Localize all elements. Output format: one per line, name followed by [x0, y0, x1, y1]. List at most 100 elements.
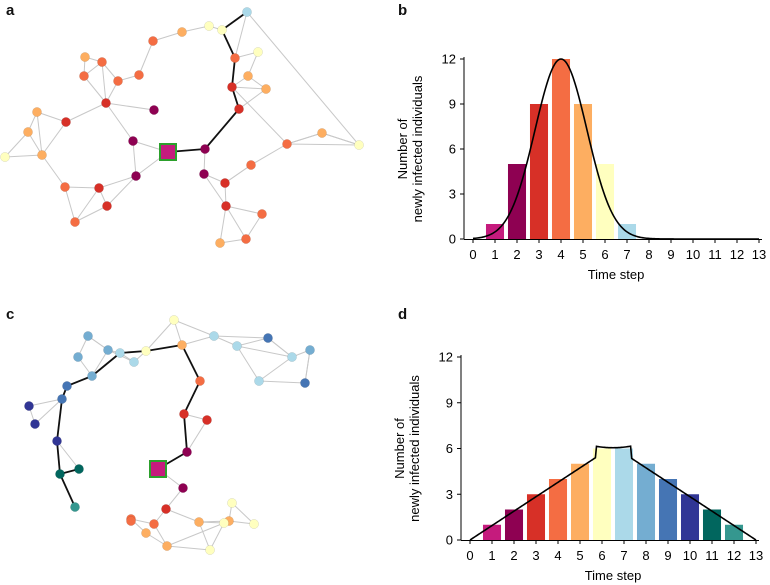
network-node [102, 201, 112, 211]
network-node [204, 21, 214, 31]
seed-node [159, 143, 177, 161]
y-tick-label: 9 [449, 97, 456, 112]
x-tick-label: 12 [730, 247, 744, 262]
network-node [23, 127, 33, 137]
bar-t1 [482, 524, 502, 540]
path-edge [221, 11, 248, 31]
path-edge [145, 344, 183, 352]
network-node [232, 341, 242, 351]
network-node [131, 171, 141, 181]
network-node [161, 504, 171, 514]
network-node [55, 469, 65, 479]
nodes [0, 7, 364, 248]
network-node [282, 139, 292, 149]
network-node [162, 541, 172, 551]
network-node [80, 52, 90, 62]
network-edge [132, 140, 137, 177]
network-edge [238, 88, 267, 110]
network-node [219, 518, 229, 528]
network-edge [74, 205, 108, 223]
x-tick-label: 9 [664, 548, 671, 563]
y-tick-label: 0 [446, 533, 453, 548]
network-edge [64, 186, 76, 223]
x-tick-label: 5 [576, 548, 583, 563]
network-edge [4, 154, 43, 158]
network-edge [41, 121, 67, 156]
x-tick-label: 8 [642, 548, 649, 563]
network-node [205, 545, 215, 555]
network-node [149, 519, 159, 529]
network-node [199, 169, 209, 179]
x-tick-label: 11 [705, 548, 719, 563]
bar-t5 [570, 463, 590, 540]
network-node [242, 7, 252, 17]
seed-node [149, 460, 167, 478]
x-axis-label: Time step [588, 267, 645, 282]
x-tick-label: 12 [727, 548, 741, 563]
y-tick-label: 6 [449, 142, 456, 157]
x-tick-label: 4 [557, 247, 564, 262]
path-edge [181, 344, 201, 382]
x-tick-label: 3 [532, 548, 539, 563]
network-node [97, 57, 107, 67]
network-edge [101, 61, 107, 104]
network-node [227, 82, 237, 92]
network-node [115, 348, 125, 358]
network-node [101, 98, 111, 108]
network-node [243, 71, 253, 81]
network-node [141, 346, 151, 356]
panel-label-a: a [6, 2, 15, 19]
network-node [234, 104, 244, 114]
network-node [52, 436, 62, 446]
network-edge [219, 205, 227, 244]
network-node [24, 401, 34, 411]
network-node [126, 516, 136, 526]
network-node [254, 376, 264, 386]
bar-t8 [636, 463, 656, 540]
network-edge [145, 319, 175, 352]
network-edge [105, 102, 134, 142]
network-node [103, 345, 113, 355]
network-node [241, 234, 251, 244]
network-node [354, 140, 364, 150]
network-edge [236, 345, 293, 358]
fit-curve [472, 58, 759, 240]
network-edge [165, 508, 200, 523]
network-node [300, 378, 310, 388]
edges [28, 319, 311, 551]
network-edge [236, 337, 269, 347]
network-node [227, 498, 237, 508]
network-node [57, 394, 67, 404]
path-edge [59, 473, 76, 508]
bar-t6 [592, 448, 612, 540]
network-edge [231, 502, 255, 525]
x-tick-label: 7 [623, 247, 630, 262]
edges [4, 11, 360, 244]
network-node [74, 464, 84, 474]
x-tick-label: 4 [554, 548, 561, 563]
bar-t4 [548, 479, 568, 540]
path-edge [183, 380, 201, 415]
network-node [195, 376, 205, 386]
x-tick-label: 2 [510, 548, 517, 563]
network-node [79, 71, 89, 81]
y-tick-label: 9 [446, 395, 453, 410]
network-edge [34, 398, 63, 425]
x-tick-label: 13 [749, 548, 763, 563]
network-node [177, 340, 187, 350]
x-tick-label: 7 [620, 548, 627, 563]
network-node [246, 160, 256, 170]
network-node [37, 150, 47, 160]
network-node [113, 76, 123, 86]
network-node [179, 409, 189, 419]
network-node [317, 128, 327, 138]
bar-t5 [573, 104, 593, 239]
network-edge [152, 31, 183, 42]
bar-t2 [504, 509, 524, 540]
network-node [61, 117, 71, 127]
network-edge [106, 175, 137, 207]
x-tick-label: 0 [466, 548, 473, 563]
network-node [249, 519, 259, 529]
x-tick-label: 5 [579, 247, 586, 262]
